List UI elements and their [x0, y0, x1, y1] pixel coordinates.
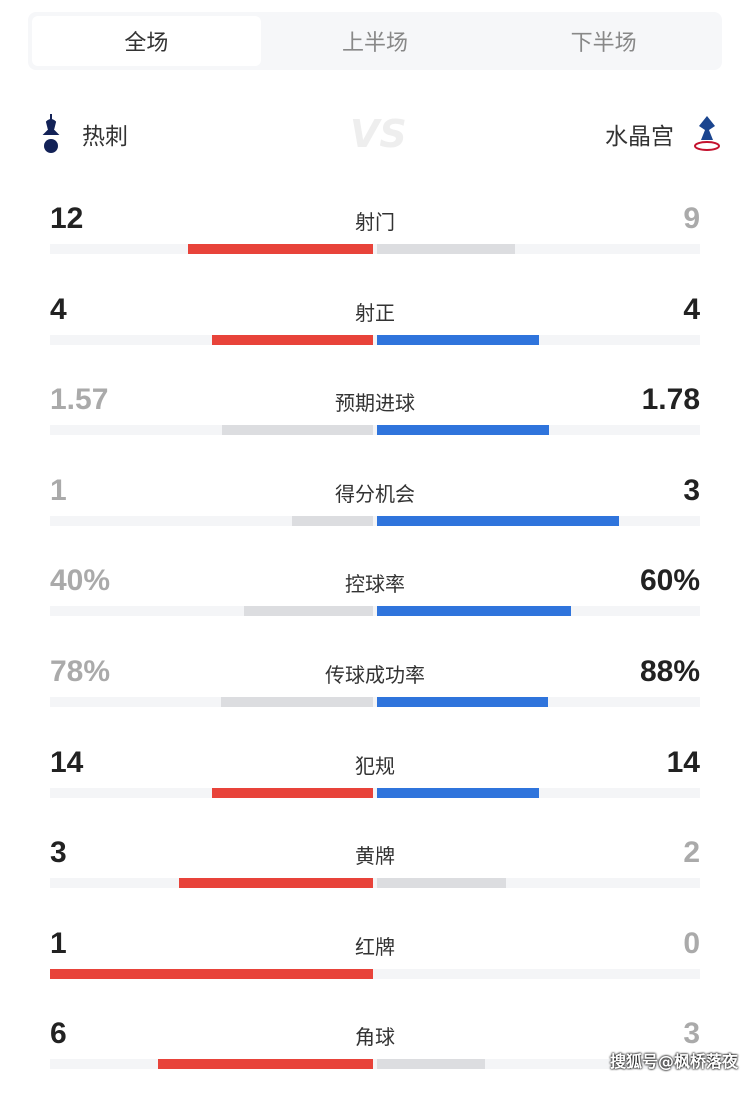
- home-team: 热刺: [38, 112, 128, 156]
- stat-row: 4 射正 4: [0, 293, 750, 383]
- crystal-palace-crest-icon: [694, 116, 720, 151]
- home-bar: [50, 968, 373, 979]
- away-bar: [377, 334, 539, 345]
- away-value: 4: [683, 292, 700, 326]
- stat-label: 黄牌: [355, 844, 395, 869]
- home-value: 1.57: [50, 383, 109, 417]
- home-bar: [221, 697, 373, 707]
- home-value: 3: [50, 836, 67, 870]
- stat-track: [50, 1059, 700, 1070]
- away-bar: [377, 515, 620, 526]
- tab-second-half[interactable]: 下半场: [570, 31, 637, 56]
- away-bar: [377, 878, 507, 889]
- stat-row: 12 射门 9: [0, 202, 750, 292]
- away-team-name: 水晶宫: [605, 124, 674, 150]
- watermark: 搜狐号@枫桥落夜: [609, 1052, 738, 1071]
- away-value: 1.78: [641, 383, 700, 417]
- stat-row: 3 黄牌 2: [0, 836, 750, 926]
- stat-track: [50, 515, 700, 526]
- home-value: 78%: [50, 655, 111, 688]
- away-bar: [377, 425, 549, 436]
- stat-label: 红牌: [355, 934, 395, 959]
- home-bar: [292, 515, 373, 526]
- stat-row: 1 得分机会 3: [0, 474, 750, 564]
- home-value: 6: [50, 1017, 67, 1051]
- stat-track: [50, 425, 700, 436]
- home-bar: [157, 1059, 373, 1070]
- away-value: 9: [683, 202, 700, 235]
- home-bar: [179, 878, 373, 889]
- stat-label: 得分机会: [335, 481, 415, 506]
- away-value: 60%: [639, 564, 700, 598]
- away-bar: [377, 606, 571, 617]
- home-team-name: 热刺: [82, 124, 128, 150]
- home-bar: [221, 425, 373, 436]
- stat-label: 传球成功率: [325, 663, 425, 687]
- home-value: 40%: [50, 564, 111, 598]
- stat-row: 40% 控球率 60%: [0, 564, 750, 654]
- home-value: 12: [50, 202, 84, 235]
- home-value: 1: [50, 473, 67, 507]
- stat-track: [50, 968, 700, 979]
- stat-label: 射门: [355, 210, 395, 234]
- tab-full-match[interactable]: 全场: [32, 16, 261, 66]
- away-bar: [377, 787, 539, 798]
- stat-label: 预期进球: [335, 391, 415, 416]
- tottenham-crest-icon: [42, 114, 60, 153]
- stat-row: 1 红牌 0: [0, 927, 750, 1017]
- stat-label: 角球: [355, 1025, 395, 1050]
- home-bar: [211, 787, 373, 798]
- stat-label: 射正: [355, 300, 395, 325]
- stat-row: 6 角球 3: [0, 1017, 750, 1107]
- away-value: 0: [683, 926, 700, 960]
- home-bar: [243, 606, 373, 617]
- stat-track: [50, 606, 700, 617]
- stat-row: 1.57 预期进球 1.78: [0, 383, 750, 473]
- away-value: 3: [683, 1017, 700, 1051]
- home-bar: [211, 334, 373, 345]
- home-value: 14: [50, 745, 84, 779]
- stat-row: 78% 传球成功率 88%: [0, 655, 750, 745]
- tab-first-half[interactable]: 上半场: [342, 31, 409, 56]
- vs-mark: VS: [350, 112, 407, 156]
- home-value: 1: [50, 926, 67, 960]
- away-value: 14: [666, 745, 700, 779]
- stat-row: 14 犯规 14: [0, 746, 750, 836]
- away-value: 88%: [639, 655, 700, 688]
- home-bar: [188, 244, 373, 254]
- stat-track: [50, 334, 700, 345]
- stat-track: [50, 697, 700, 707]
- stat-track: [50, 878, 700, 889]
- away-team: 水晶宫: [605, 112, 722, 156]
- stat-track: [50, 244, 700, 254]
- away-value: 2: [683, 836, 700, 870]
- period-tabs: 全场 上半场 下半场: [28, 12, 722, 70]
- away-bar: [377, 697, 549, 707]
- away-bar: [377, 1059, 485, 1070]
- stat-track: [50, 787, 700, 798]
- stat-label: 控球率: [345, 572, 405, 597]
- home-value: 4: [50, 292, 67, 326]
- away-bar: [377, 244, 516, 254]
- stat-label: 犯规: [355, 753, 395, 778]
- away-value: 3: [683, 473, 700, 507]
